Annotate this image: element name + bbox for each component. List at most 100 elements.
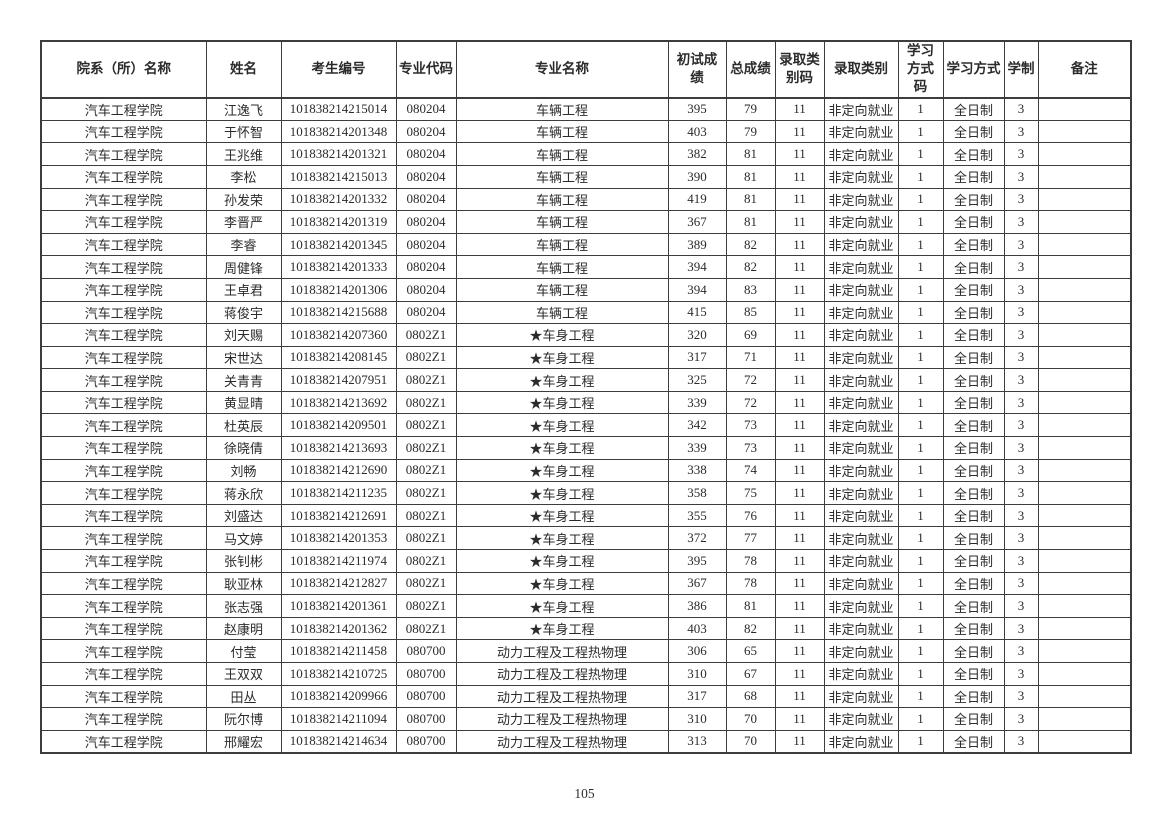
table-cell: 全日制 bbox=[942, 142, 1005, 166]
table-row: 汽车工程学院 关青青 101838214207951 0802Z1 ★车身工程 325 72… bbox=[40, 368, 1132, 392]
table-row: 汽车工程学院 赵康明 101838214201362 0802Z1 ★车身工程 403 82… bbox=[40, 616, 1132, 641]
table-cell: 69 bbox=[725, 323, 776, 347]
table-cell: 0802Z1 bbox=[395, 549, 457, 573]
table-cell: 101838214211235 bbox=[280, 481, 397, 505]
table-cell bbox=[1037, 390, 1132, 415]
table-cell: 101838214201353 bbox=[280, 526, 397, 551]
table-cell: 81 bbox=[725, 142, 776, 166]
table-cell: 非定向就业 bbox=[823, 142, 899, 166]
table-cell: 310 bbox=[667, 662, 727, 686]
table-cell: 0802Z1 bbox=[395, 390, 457, 415]
table-cell: 85 bbox=[725, 300, 776, 325]
table-cell: 全日制 bbox=[942, 594, 1005, 618]
table-cell: 汽车工程学院 bbox=[40, 639, 207, 663]
table-cell: 3 bbox=[1003, 345, 1039, 370]
table-cell bbox=[1037, 142, 1132, 166]
table-cell: 1 bbox=[897, 255, 944, 279]
table-cell: 372 bbox=[667, 526, 727, 551]
table-cell: 全日制 bbox=[942, 97, 1005, 121]
table-cell: 3 bbox=[1003, 187, 1039, 212]
table-cell: 全日制 bbox=[942, 277, 1005, 302]
table-cell: 汽车工程学院 bbox=[40, 526, 207, 551]
table-cell: 101838214212691 bbox=[280, 503, 397, 528]
table-cell: 全日制 bbox=[942, 232, 1005, 257]
table-cell: 全日制 bbox=[942, 390, 1005, 415]
column-header: 学习方式码 bbox=[897, 40, 944, 99]
table-cell: 3 bbox=[1003, 549, 1039, 573]
table-cell: 1 bbox=[897, 707, 944, 731]
table-cell: 汽车工程学院 bbox=[40, 729, 207, 754]
table-cell: 汽车工程学院 bbox=[40, 164, 207, 189]
table-cell: 65 bbox=[725, 639, 776, 663]
table-cell bbox=[1037, 662, 1132, 686]
table-cell: 101838214211458 bbox=[280, 639, 397, 663]
table-cell: 419 bbox=[667, 187, 727, 212]
table-cell: 非定向就业 bbox=[823, 639, 899, 663]
table-cell: 车辆工程 bbox=[455, 255, 669, 279]
table-cell: 3 bbox=[1003, 458, 1039, 483]
table-cell: 3 bbox=[1003, 639, 1039, 663]
table-cell: 080700 bbox=[395, 729, 457, 754]
table-cell: 82 bbox=[725, 255, 776, 279]
table-cell: 全日制 bbox=[942, 549, 1005, 573]
admission-table: 院系（所）名称 姓名 考生编号 专业代码 专业名称 初试成绩 总成绩 录取类别码 录取类别 学习方… bbox=[40, 40, 1132, 754]
table-cell: 汽车工程学院 bbox=[40, 187, 207, 212]
table-cell: ★车身工程 bbox=[455, 526, 669, 551]
table-cell: 080700 bbox=[395, 707, 457, 731]
table-cell: 付莹 bbox=[205, 639, 282, 663]
table-cell: 81 bbox=[725, 187, 776, 212]
table-cell: 全日制 bbox=[942, 662, 1005, 686]
table-cell: 320 bbox=[667, 323, 727, 347]
table-cell: 非定向就业 bbox=[823, 549, 899, 573]
table-cell: 389 bbox=[667, 232, 727, 257]
table-cell: 101838214210725 bbox=[280, 662, 397, 686]
table-cell: 1 bbox=[897, 639, 944, 663]
table-cell: ★车身工程 bbox=[455, 345, 669, 370]
table-cell: 11 bbox=[774, 97, 825, 121]
table-cell: 3 bbox=[1003, 142, 1039, 166]
table-cell: 全日制 bbox=[942, 639, 1005, 663]
table-cell: 101838214201306 bbox=[280, 277, 397, 302]
table-cell: 11 bbox=[774, 164, 825, 189]
table-cell: 101838214201362 bbox=[280, 616, 397, 641]
table-cell: 101838214201319 bbox=[280, 210, 397, 234]
table-cell: 1 bbox=[897, 526, 944, 551]
table-cell: 0802Z1 bbox=[395, 345, 457, 370]
table-cell: 车辆工程 bbox=[455, 210, 669, 234]
table-cell: 非定向就业 bbox=[823, 368, 899, 392]
table-row: 汽车工程学院 阮尔博 101838214211094 080700 动力工程及工程热物理… bbox=[40, 707, 1132, 731]
table-cell: 3 bbox=[1003, 684, 1039, 709]
table-cell bbox=[1037, 729, 1132, 754]
table-cell: ★车身工程 bbox=[455, 368, 669, 392]
table-cell: 全日制 bbox=[942, 481, 1005, 505]
table-cell: 全日制 bbox=[942, 458, 1005, 483]
table-cell: 1 bbox=[897, 662, 944, 686]
table-cell: 汽车工程学院 bbox=[40, 662, 207, 686]
table-cell: 342 bbox=[667, 413, 727, 438]
table-cell: 101838214209501 bbox=[280, 413, 397, 438]
table-cell bbox=[1037, 684, 1132, 709]
table-cell: 101838214214634 bbox=[280, 729, 397, 754]
table-cell bbox=[1037, 255, 1132, 279]
table-cell: 3 bbox=[1003, 255, 1039, 279]
table-cell: 1 bbox=[897, 571, 944, 596]
table-cell: 车辆工程 bbox=[455, 97, 669, 121]
table-cell: 81 bbox=[725, 210, 776, 234]
table-cell: 王兆维 bbox=[205, 142, 282, 166]
table-cell: 杜英辰 bbox=[205, 413, 282, 438]
table-cell: 3 bbox=[1003, 119, 1039, 144]
table-cell: 3 bbox=[1003, 390, 1039, 415]
table-cell: 73 bbox=[725, 436, 776, 460]
table-cell: 1 bbox=[897, 729, 944, 754]
table-cell: 11 bbox=[774, 300, 825, 325]
table-cell: 82 bbox=[725, 232, 776, 257]
table-cell: 1 bbox=[897, 436, 944, 460]
table-cell: 全日制 bbox=[942, 729, 1005, 754]
table-cell bbox=[1037, 345, 1132, 370]
table-cell: 1 bbox=[897, 119, 944, 144]
table-cell bbox=[1037, 97, 1132, 121]
table-cell: 403 bbox=[667, 119, 727, 144]
table-cell: 车辆工程 bbox=[455, 164, 669, 189]
table-cell: 0802Z1 bbox=[395, 481, 457, 505]
